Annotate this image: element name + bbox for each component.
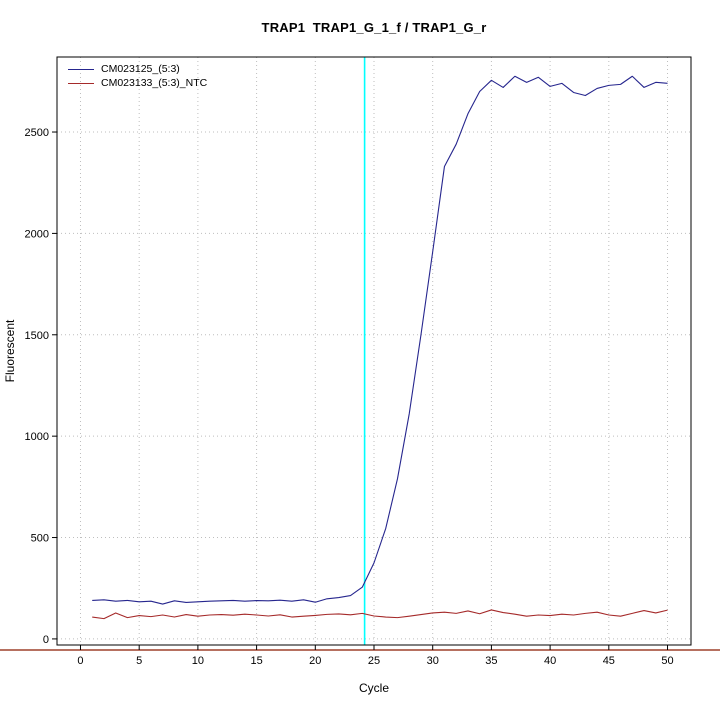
legend: CM023125_(5:3) CM023133_(5:3)_NTC [68, 62, 207, 90]
series-layer [92, 57, 668, 645]
y-tick-label: 2000 [25, 228, 49, 240]
x-tick-label: 0 [77, 655, 83, 667]
y-tick-label: 0 [43, 634, 49, 646]
x-tick-label: 25 [368, 655, 380, 667]
x-tick-label: 30 [427, 655, 439, 667]
y-tick-label: 1500 [25, 330, 49, 342]
y-tick-label: 2500 [25, 127, 49, 139]
legend-line-swatch-sample [68, 68, 94, 70]
legend-label-sample: CM023125_(5:3) [101, 63, 180, 75]
x-tick-label: 45 [603, 655, 615, 667]
y-tick-label: 500 [31, 533, 49, 545]
x-tick-label: 10 [192, 655, 204, 667]
y-axis-label: Fluorescent [3, 319, 17, 382]
x-axis-label: Cycle [359, 681, 389, 695]
x-tick-label: 5 [136, 655, 142, 667]
series-line-1 [92, 609, 668, 620]
x-tick-label: 50 [661, 655, 673, 667]
y-tick-label: 1000 [25, 431, 49, 443]
x-tick-label: 35 [485, 655, 497, 667]
series-line-0 [92, 75, 668, 605]
legend-label-ntc: CM023133_(5:3)_NTC [101, 77, 208, 89]
x-tick-label: 15 [250, 655, 262, 667]
legend-item-ntc: CM023133_(5:3)_NTC [68, 76, 207, 90]
grid-layer [57, 57, 691, 645]
x-tick-label: 20 [309, 655, 321, 667]
chart-title: TRAP1 TRAP1_G_1_f / TRAP1_G_r [261, 20, 487, 35]
legend-item-sample: CM023125_(5:3) [68, 62, 207, 76]
legend-line-swatch-ntc [68, 82, 94, 84]
x-tick-label: 40 [544, 655, 556, 667]
